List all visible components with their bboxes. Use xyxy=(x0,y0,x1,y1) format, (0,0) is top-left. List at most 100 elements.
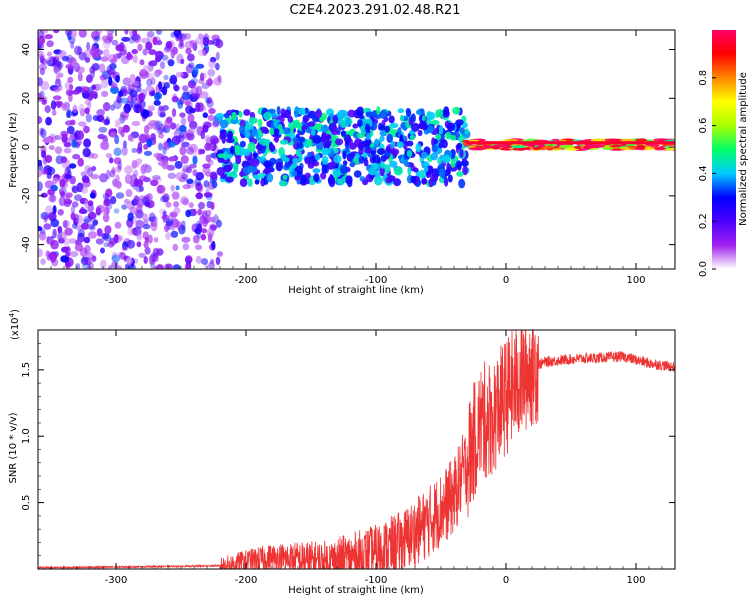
spectrogram-cell xyxy=(363,159,369,167)
spectrogram-cell xyxy=(307,121,316,127)
spectrogram-cell xyxy=(446,162,451,172)
spectrogram-cell xyxy=(72,223,78,229)
spectrogram-cell xyxy=(91,165,97,172)
spectrogram-cell xyxy=(114,221,122,229)
spectrogram-cell xyxy=(388,115,395,124)
spectrogram-cell xyxy=(104,193,110,203)
spectrogram-cell xyxy=(213,145,219,154)
spectrogram-cell xyxy=(171,96,179,103)
spectrogram-cell xyxy=(38,77,43,87)
spectrogram-cell xyxy=(139,59,145,66)
spectrogram-cell xyxy=(181,173,188,180)
spectrogram-cell xyxy=(120,114,129,121)
spectrogram-cell xyxy=(172,264,181,269)
spectrogram-y-ticks: -40 -20 0 20 40 xyxy=(21,43,675,253)
spectrogram-cell xyxy=(219,119,229,129)
spectrogram-cell xyxy=(153,237,159,243)
spectrogram-cell xyxy=(195,63,205,69)
spectrogram-cell xyxy=(115,44,123,52)
spectrogram-cell xyxy=(156,30,161,35)
spectrogram-cell xyxy=(347,109,356,118)
spectrogram-cell xyxy=(320,124,329,133)
spectrogram-cell xyxy=(264,166,270,175)
spectrogram-cell xyxy=(38,163,43,171)
spectrogram-cell xyxy=(342,150,347,160)
spectrogram-cell xyxy=(173,201,180,208)
spectrogram-cell xyxy=(124,30,129,35)
spectrogram-cell xyxy=(345,116,351,127)
y-tick-label: 1.5 xyxy=(21,362,32,378)
spectrogram-cell xyxy=(197,223,203,232)
spectrogram-cell xyxy=(186,146,194,155)
spectrogram-cell xyxy=(43,223,52,230)
spectrogram-cell xyxy=(296,142,304,149)
spectrogram-cell xyxy=(175,185,180,191)
spectrogram-cell xyxy=(45,57,54,66)
spectrogram-cell xyxy=(89,90,96,99)
spectrogram-cell xyxy=(243,109,251,116)
spectrogram-cell xyxy=(234,146,241,156)
colorbar-tick-label: 0.8 xyxy=(698,70,709,86)
spectrogram-cell xyxy=(103,118,110,126)
spectrogram-x-axis-label: Height of straight line (km) xyxy=(288,285,424,296)
spectrogram-cell xyxy=(283,157,290,163)
spectrogram-cell xyxy=(81,86,91,94)
spectrogram-cell xyxy=(83,215,93,224)
spectrogram-cell xyxy=(118,235,124,241)
spectrogram-cell xyxy=(103,49,110,57)
spectrogram-cell xyxy=(86,41,91,51)
spectrogram-cell xyxy=(108,157,114,164)
spectrogram-cell xyxy=(50,218,60,228)
spectrogram-cell xyxy=(143,256,148,264)
spectrogram-cell xyxy=(349,142,357,150)
spectrogram-cell xyxy=(187,53,195,62)
spectrogram-cell xyxy=(77,72,83,82)
spectrogram-cell xyxy=(143,143,149,150)
spectrogram-cell xyxy=(71,139,77,148)
spectrogram-cell xyxy=(99,63,106,73)
spectrogram-cell xyxy=(231,111,237,120)
spectrogram-cell xyxy=(182,85,189,91)
spectrogram-cell xyxy=(202,33,210,44)
spectrogram-cell xyxy=(452,106,461,115)
spectrogram-cell xyxy=(389,160,398,168)
spectrogram-cell xyxy=(464,128,469,135)
spectrogram-cell xyxy=(111,261,119,269)
spectrogram-cell xyxy=(271,112,277,118)
spectrogram-cell xyxy=(298,153,303,162)
spectrogram-cell xyxy=(209,56,217,63)
spectrogram-cell xyxy=(207,114,215,122)
spectrogram-cell xyxy=(325,134,332,141)
spectrogram-cell xyxy=(182,164,191,173)
spectrogram-cell xyxy=(54,146,63,155)
spectrogram-cell xyxy=(345,175,353,185)
spectrogram-cell xyxy=(342,160,348,166)
spectrogram-cell xyxy=(130,135,135,143)
spectrogram-cell xyxy=(52,228,57,239)
spectrogram-cell xyxy=(172,243,179,251)
spectrogram-cell xyxy=(239,140,246,148)
spectrogram-cell xyxy=(200,233,207,241)
spectrogram-cell xyxy=(192,66,199,76)
spectrogram-cell xyxy=(209,152,218,159)
spectrogram-cell xyxy=(117,160,123,171)
spectrogram-cell xyxy=(315,109,322,118)
spectrogram-cell xyxy=(447,174,453,183)
spectrogram-cell xyxy=(140,164,147,175)
spectrogram-cell xyxy=(46,40,54,48)
spectrogram-cell xyxy=(400,114,404,122)
spectrogram-cell xyxy=(137,43,143,52)
spectrogram-cell xyxy=(177,100,183,109)
spectrogram-cell xyxy=(203,192,213,198)
spectrogram-cell xyxy=(211,240,216,251)
spectrogram-cell xyxy=(461,159,469,167)
spectrogram-cell xyxy=(118,90,124,97)
spectrogram-cell xyxy=(167,59,175,67)
spectrogram-cell xyxy=(105,169,111,180)
spectrogram-cell xyxy=(135,186,143,193)
spectrogram-cell xyxy=(82,263,91,269)
spectrogram-cell xyxy=(38,226,43,232)
spectrogram-cell xyxy=(179,124,187,133)
spectrogram-cell xyxy=(620,138,634,142)
spectrogram-cell xyxy=(76,66,85,74)
